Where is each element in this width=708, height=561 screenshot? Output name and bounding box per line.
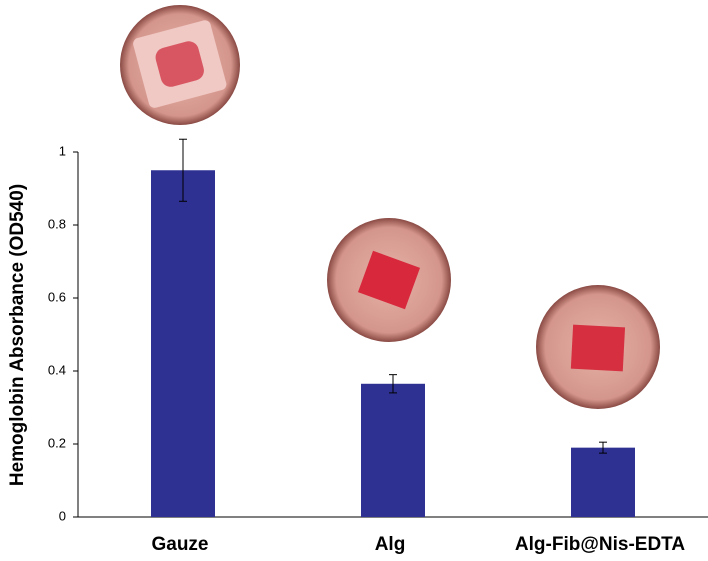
y-tick-label: 1 [59, 143, 66, 158]
y-tick-label: 0.6 [48, 289, 66, 304]
x-tick-label: Gauze [151, 534, 208, 555]
y-tick-label: 0 [59, 508, 66, 523]
photo-gauze [120, 5, 240, 125]
bar [361, 383, 425, 517]
x-tick-label: Alg-Fib@Nis-EDTA [515, 534, 685, 555]
error-bar [389, 374, 397, 394]
bar [571, 447, 635, 517]
y-tick-label: 0.8 [48, 216, 66, 231]
photo-alg-fib [536, 285, 660, 409]
error-bar [599, 441, 607, 454]
error-bar [179, 138, 187, 202]
y-tick-label: 0.2 [48, 435, 66, 450]
y-tick-label: 0.4 [48, 362, 66, 377]
y-axis-label: Hemoglobin Absorbance (OD540) [7, 184, 28, 486]
bar [151, 170, 215, 517]
photo-alg [327, 218, 451, 342]
x-tick-label: Alg [375, 534, 406, 555]
